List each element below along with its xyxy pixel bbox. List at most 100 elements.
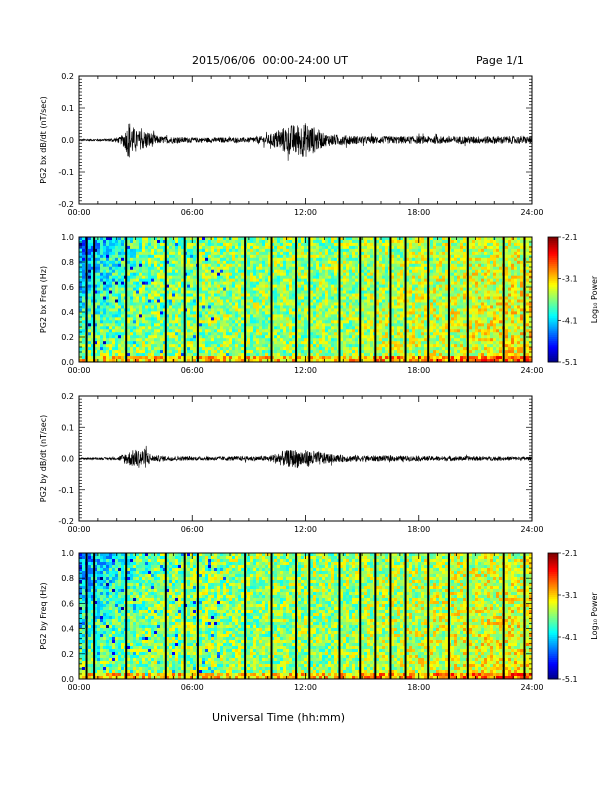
heat-cell [127, 317, 131, 321]
heat-cell [115, 278, 119, 283]
heat-cell [226, 284, 230, 288]
heat-cell [364, 347, 368, 351]
heat-cell [193, 347, 197, 351]
heat-cell [247, 353, 251, 357]
heat-cell [289, 356, 293, 360]
heat-cell [331, 311, 335, 315]
heat-cell [235, 311, 239, 315]
heat-cell [247, 293, 251, 297]
heat-cell [298, 245, 302, 250]
heat-cell [97, 350, 101, 354]
heat-cell [433, 296, 437, 300]
heat-cell [178, 344, 182, 348]
heat-cell [82, 266, 86, 271]
heat-cell [250, 281, 254, 286]
heat-cell [235, 260, 239, 265]
heat-cell [370, 353, 374, 357]
heat-cell [259, 320, 263, 324]
heat-cell [268, 323, 272, 327]
heat-cell [220, 260, 224, 265]
heat-cell [304, 350, 308, 354]
heat-cell [148, 347, 152, 351]
heat-cell [220, 308, 224, 312]
heat-cell [391, 263, 395, 268]
heat-cell [319, 245, 323, 250]
heat-cell [115, 326, 119, 330]
heat-cell [430, 329, 434, 333]
heat-cell [292, 323, 296, 327]
heat-cell [199, 254, 203, 259]
heat-cell [112, 254, 116, 259]
heat-cell [292, 269, 296, 274]
heat-cell [412, 275, 416, 280]
heat-cell [316, 302, 320, 306]
heat-cell [130, 353, 134, 357]
heat-cell [277, 263, 281, 268]
heat-cell [262, 299, 266, 303]
heat-cell [343, 284, 347, 288]
heat-cell [304, 341, 308, 345]
heat-cell [202, 248, 206, 253]
heat-cell [94, 347, 98, 351]
heat-cell [289, 293, 293, 297]
heat-cell [142, 245, 146, 250]
heat-cell [268, 272, 272, 277]
heat-cell [277, 248, 281, 253]
heat-cell [214, 320, 218, 324]
heat-cell [202, 329, 206, 333]
heat-cell [238, 329, 242, 333]
heat-cell [253, 347, 257, 351]
heat-cell [175, 263, 179, 268]
heat-cell [163, 278, 167, 283]
heat-cell [169, 269, 173, 274]
heat-cell [409, 251, 413, 256]
heat-cell [226, 248, 230, 253]
heat-cell [130, 293, 134, 297]
heat-cell [220, 299, 224, 303]
heat-cell [112, 290, 116, 294]
heat-cell [178, 260, 182, 265]
heat-cell [139, 278, 143, 283]
heat-cell [133, 272, 137, 277]
heat-cell [169, 326, 173, 330]
heat-cell [154, 269, 158, 274]
heat-cell [187, 353, 191, 357]
heat-cell [376, 299, 380, 303]
heat-cell [328, 287, 332, 291]
heat-cell [313, 299, 317, 303]
heat-cell [325, 347, 329, 351]
heat-cell [334, 287, 338, 291]
heat-cell [433, 269, 437, 274]
heat-cell [259, 332, 263, 336]
heat-cell [286, 245, 290, 250]
heat-cell [223, 299, 227, 303]
heat-cell [127, 239, 131, 244]
heat-cell [340, 281, 344, 286]
heat-cell [259, 275, 263, 280]
heat-cell [220, 263, 224, 268]
heat-cell [175, 308, 179, 312]
heat-cell [175, 287, 179, 291]
heat-cell [82, 329, 86, 333]
heat-cell [94, 290, 98, 294]
heat-cell [202, 281, 206, 286]
heat-cell [433, 257, 437, 262]
heat-cell [172, 335, 176, 339]
heat-cell [226, 305, 230, 309]
heat-cell [433, 237, 437, 241]
heat-cell [109, 296, 113, 300]
heat-cell [277, 338, 281, 342]
heat-cell [271, 341, 275, 345]
heat-cell [331, 293, 335, 297]
heat-cell [199, 278, 203, 283]
heat-cell [148, 299, 152, 303]
heat-cell [316, 290, 320, 294]
heat-cell [214, 311, 218, 315]
heat-cell [343, 353, 347, 357]
heat-cell [151, 347, 155, 351]
heat-cell [397, 284, 401, 288]
heat-cell [100, 248, 104, 253]
heat-cell [256, 335, 260, 339]
heat-cell [118, 311, 122, 315]
heat-cell [394, 338, 398, 342]
